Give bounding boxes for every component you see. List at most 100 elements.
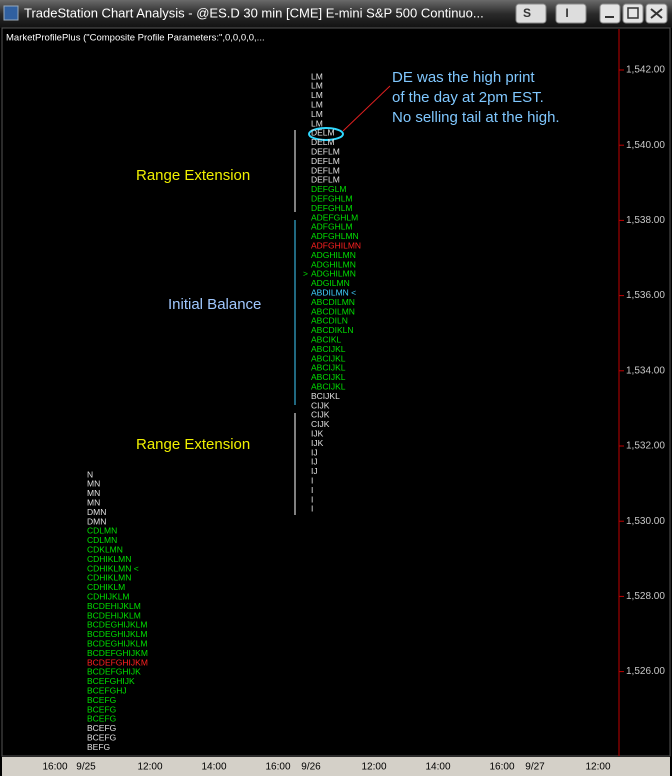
profile-row: ADGHILMN bbox=[311, 269, 356, 279]
time-label: 14:00 bbox=[201, 762, 226, 773]
callout-line bbox=[342, 85, 391, 132]
icon[interactable] bbox=[650, 8, 663, 19]
profile-marker: > bbox=[303, 269, 308, 279]
profile-row: ADGILMN bbox=[311, 278, 350, 288]
profile-row: CDHIKLM bbox=[87, 582, 125, 592]
time-axis-bar bbox=[2, 757, 670, 776]
profile-row: DEFLM bbox=[311, 156, 340, 166]
profile-row: ABCDILMN bbox=[311, 306, 355, 316]
profile-row: CDHIKLMN < bbox=[87, 563, 139, 573]
button-bg[interactable] bbox=[622, 3, 644, 24]
price-label: 1,536.00 bbox=[626, 290, 665, 301]
profile-row: ABCIJKL bbox=[311, 381, 346, 391]
profile-row: BCEFG bbox=[87, 714, 116, 724]
time-label: 9/27 bbox=[525, 762, 545, 773]
button-label[interactable]: S bbox=[523, 6, 531, 20]
profile-row: ADGHILMN bbox=[311, 259, 356, 269]
profile-row: ADFGHLMN bbox=[311, 231, 359, 241]
profile-row: IJ bbox=[311, 457, 318, 467]
time-label: 12:00 bbox=[585, 762, 610, 773]
price-label: 1,534.00 bbox=[626, 365, 665, 376]
profile-row: I bbox=[311, 504, 313, 514]
profile-row: IJ bbox=[311, 466, 318, 476]
profile-row: ABCDILN bbox=[311, 316, 348, 326]
button-bg[interactable] bbox=[599, 3, 621, 24]
profile-row: BCDEFGHIJK bbox=[87, 667, 141, 677]
indicator-label: MarketProfilePlus ("Composite Profile Pa… bbox=[6, 33, 265, 44]
annotation: Range Extension bbox=[136, 167, 250, 184]
profile-row: DEFLM bbox=[311, 175, 340, 185]
profile-row: BCDEHIJKLM bbox=[87, 601, 141, 611]
profile-row: ADFGHILMN bbox=[311, 240, 361, 250]
profile-row: DEFLM bbox=[311, 146, 340, 156]
profile-row: BCEFGHIJK bbox=[87, 676, 135, 686]
time-label: 12:00 bbox=[137, 762, 162, 773]
profile-row: MN bbox=[87, 488, 100, 498]
profile-row: LM bbox=[311, 71, 323, 81]
button-bg[interactable] bbox=[555, 3, 587, 24]
btn-i[interactable]: I bbox=[555, 3, 587, 24]
profile-row: CDLMN bbox=[87, 526, 117, 536]
icon[interactable] bbox=[627, 7, 639, 19]
close-button[interactable] bbox=[645, 3, 668, 24]
profile-row: CDKLMN bbox=[87, 544, 123, 554]
profile-row: I bbox=[311, 485, 313, 495]
profile-row: I bbox=[311, 494, 313, 504]
time-label: 14:00 bbox=[425, 762, 450, 773]
profile-row: DMN bbox=[87, 507, 106, 517]
profile-row: N bbox=[87, 469, 93, 479]
time-label: 16:00 bbox=[489, 762, 514, 773]
time-label: 16:00 bbox=[42, 762, 67, 773]
profile-row: BCDEHIJKLM bbox=[87, 610, 141, 620]
profile-row: BCEFG bbox=[87, 732, 116, 742]
note-line: No selling tail at the high. bbox=[392, 109, 560, 126]
profile-row: BCEFG bbox=[87, 695, 116, 705]
profile-row: ABCDIKLN bbox=[311, 325, 354, 335]
profile-row: BCDEGHIJKLM bbox=[87, 620, 147, 630]
profile-row: ABCIJKL bbox=[311, 372, 346, 382]
chart-area bbox=[1, 27, 671, 757]
profile-row: DEFLM bbox=[311, 165, 340, 175]
annotation: Range Extension bbox=[136, 436, 250, 453]
profile-row: ADEFGHLM bbox=[311, 212, 358, 222]
button-label[interactable]: I bbox=[565, 6, 568, 20]
profile-row: BCDEFGHIJKM bbox=[87, 648, 148, 658]
profile-row: ABDILMN < bbox=[311, 287, 356, 297]
price-label: 1,538.00 bbox=[626, 215, 665, 226]
profile-row: IJK bbox=[311, 438, 324, 448]
profile-row: BCEFG bbox=[87, 723, 116, 733]
profile-row: ABCDILMN bbox=[311, 297, 355, 307]
price-label: 1,532.00 bbox=[626, 441, 665, 452]
time-label: 12:00 bbox=[361, 762, 386, 773]
time-label: 9/26 bbox=[301, 762, 321, 773]
profile-row: LM bbox=[311, 90, 323, 100]
minimize-button[interactable] bbox=[599, 3, 621, 24]
profile-row: CIJK bbox=[311, 400, 330, 410]
window-title: TradeStation Chart Analysis - @ES.D 30 m… bbox=[24, 5, 484, 20]
app-icon bbox=[3, 5, 19, 21]
profile-row: ABCIJKL bbox=[311, 344, 346, 354]
profile-row: ABCIKL bbox=[311, 334, 342, 344]
profile-row: CIJK bbox=[311, 419, 330, 429]
profile-row: ABCIJKL bbox=[311, 353, 346, 363]
button-bg[interactable] bbox=[515, 3, 547, 24]
price-label: 1,530.00 bbox=[626, 516, 665, 527]
maximize-button[interactable] bbox=[622, 3, 644, 24]
btn-s[interactable]: S bbox=[515, 3, 547, 24]
profile-row: CDHIJKLM bbox=[87, 591, 130, 601]
note-line: DE was the high print bbox=[392, 69, 535, 86]
profile-row: MN bbox=[87, 479, 100, 489]
profile-row: BCDEGHIJKLM bbox=[87, 638, 147, 648]
profile-row: BCEFG bbox=[87, 704, 116, 714]
profile-row: DMN bbox=[87, 516, 106, 526]
profile-row: LM bbox=[311, 118, 323, 128]
profile-row: DELM bbox=[311, 128, 335, 138]
profile-row: ADGHILMN bbox=[311, 250, 356, 260]
time-label: 16:00 bbox=[265, 762, 290, 773]
profile-row: CIJK bbox=[311, 410, 330, 420]
profile-row: LM bbox=[311, 81, 323, 91]
annotation: Initial Balance bbox=[168, 296, 261, 313]
profile-row: I bbox=[311, 475, 313, 485]
profile-row: DELM bbox=[311, 137, 335, 147]
